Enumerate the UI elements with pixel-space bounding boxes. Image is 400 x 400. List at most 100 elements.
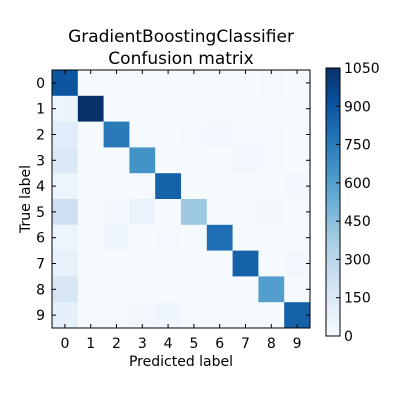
heatmap-cell-6-1 — [77, 224, 104, 251]
heatmap-cell-2-7 — [232, 121, 259, 148]
y-axis-label: True label — [18, 165, 34, 234]
chart-title-line-1: GradientBoostingClassifier — [68, 27, 294, 47]
heatmap-cell-3-9 — [284, 147, 311, 174]
heatmap-cell-6-3 — [129, 224, 156, 251]
heatmap-cell-1-0 — [52, 95, 79, 122]
heatmap-cell-0-3 — [129, 70, 156, 97]
heatmap-cell-4-4 — [155, 173, 182, 200]
heatmap-cell-9-5 — [181, 302, 208, 329]
heatmap-cell-1-5 — [181, 95, 208, 122]
heatmap-cell-1-8 — [258, 95, 285, 122]
heatmap-cell-6-8 — [258, 224, 285, 251]
heatmap-cell-8-6 — [206, 276, 233, 303]
y-tick-label: 6 — [36, 231, 45, 247]
heatmap-cell-8-3 — [129, 276, 156, 303]
plot-frame — [51, 69, 311, 329]
heatmap-cell-4-0 — [52, 173, 79, 200]
heatmap-cell-2-4 — [155, 121, 182, 148]
colorbar-tick-label: 300 — [344, 252, 371, 268]
heatmap-cell-3-8 — [258, 147, 285, 174]
heatmap-cell-4-2 — [103, 173, 130, 200]
heatmap-cell-9-0 — [52, 302, 79, 329]
heatmap-cell-3-5 — [181, 147, 208, 174]
colorbar-tick-label: 900 — [344, 99, 371, 115]
heatmap-cell-8-5 — [181, 276, 208, 303]
heatmap-cell-6-4 — [155, 224, 182, 251]
heatmap-cell-8-1 — [77, 276, 104, 303]
heatmap-cell-7-9 — [284, 250, 311, 277]
heatmap-cell-8-0 — [52, 276, 79, 303]
x-tick-label: 6 — [215, 336, 224, 352]
heatmap-cell-7-1 — [77, 250, 104, 277]
heatmap-cell-2-1 — [77, 121, 104, 148]
heatmap-cell-8-7 — [232, 276, 259, 303]
heatmap-cell-7-0 — [52, 250, 79, 277]
x-tick-label: 7 — [241, 336, 250, 352]
heatmap-cell-4-6 — [206, 173, 233, 200]
y-tick-label: 4 — [36, 179, 45, 195]
heatmap-cell-8-2 — [103, 276, 130, 303]
y-tick-label: 0 — [36, 76, 45, 92]
y-tick-label: 8 — [36, 282, 45, 298]
heatmap-cell-1-4 — [155, 95, 182, 122]
heatmap-cell-0-2 — [103, 70, 130, 97]
x-tick-label: 3 — [138, 336, 147, 352]
heatmap-cell-3-3 — [129, 147, 156, 174]
heatmap-cell-1-2 — [103, 95, 130, 122]
heatmap-cell-5-6 — [206, 199, 233, 226]
heatmap-cell-7-7 — [232, 250, 259, 277]
heatmap-cell-2-5 — [181, 121, 208, 148]
heatmap-cell-5-7 — [232, 199, 259, 226]
colorbar-tick-label: 0 — [344, 329, 353, 345]
heatmap-cell-3-7 — [232, 147, 259, 174]
heatmap-cell-4-7 — [232, 173, 259, 200]
heatmap-cell-4-3 — [129, 173, 156, 200]
colorbar-tick-label: 450 — [344, 214, 371, 230]
heatmap-cell-9-2 — [103, 302, 130, 329]
heatmap-cell-9-1 — [77, 302, 104, 329]
chart-title-line-2: Confusion matrix — [108, 49, 253, 69]
heatmap-cell-3-6 — [206, 147, 233, 174]
x-tick-label: 4 — [164, 336, 173, 352]
y-tick-label: 9 — [36, 308, 45, 324]
heatmap-cell-7-2 — [103, 250, 130, 277]
heatmap-cell-2-2 — [103, 121, 130, 148]
heatmap-cell-4-9 — [284, 173, 311, 200]
x-axis-label: Predicted label — [129, 354, 233, 370]
x-tick-label: 1 — [86, 336, 95, 352]
heatmap-cell-0-9 — [284, 70, 311, 97]
heatmap-cell-6-6 — [206, 224, 233, 251]
heatmap-cell-8-9 — [284, 276, 311, 303]
y-tick-label: 2 — [36, 128, 45, 144]
heatmap-cell-2-9 — [284, 121, 311, 148]
y-tick-label: 3 — [36, 153, 45, 169]
colorbar-tick-label: 150 — [344, 291, 371, 307]
heatmap-cell-5-4 — [155, 199, 182, 226]
heatmap-cell-3-4 — [155, 147, 182, 174]
heatmap-cells — [52, 70, 311, 329]
heatmap-cell-9-7 — [232, 302, 259, 329]
heatmap-cell-4-8 — [258, 173, 285, 200]
x-tick-label: 2 — [112, 336, 121, 352]
heatmap-cell-3-0 — [52, 147, 79, 174]
heatmap-cell-5-5 — [181, 199, 208, 226]
x-tick-label: 8 — [267, 336, 276, 352]
heatmap-cell-5-2 — [103, 199, 130, 226]
heatmap-cell-7-5 — [181, 250, 208, 277]
y-tick-label: 1 — [36, 102, 45, 118]
y-tick-label: 5 — [36, 205, 45, 221]
heatmap-cell-1-7 — [232, 95, 259, 122]
heatmap-cell-3-2 — [103, 147, 130, 174]
heatmap-cell-0-8 — [258, 70, 285, 97]
heatmap-cell-0-1 — [77, 70, 104, 97]
colorbar-bar — [325, 67, 341, 337]
heatmap-cell-7-3 — [129, 250, 156, 277]
heatmap-cell-0-4 — [155, 70, 182, 97]
heatmap-cell-6-9 — [284, 224, 311, 251]
colorbar: 0 150 300 450 600 750 900 1050 — [325, 61, 380, 345]
heatmap-cell-8-8 — [258, 276, 285, 303]
heatmap-cell-1-1 — [77, 95, 104, 122]
heatmap-cell-8-4 — [155, 276, 182, 303]
